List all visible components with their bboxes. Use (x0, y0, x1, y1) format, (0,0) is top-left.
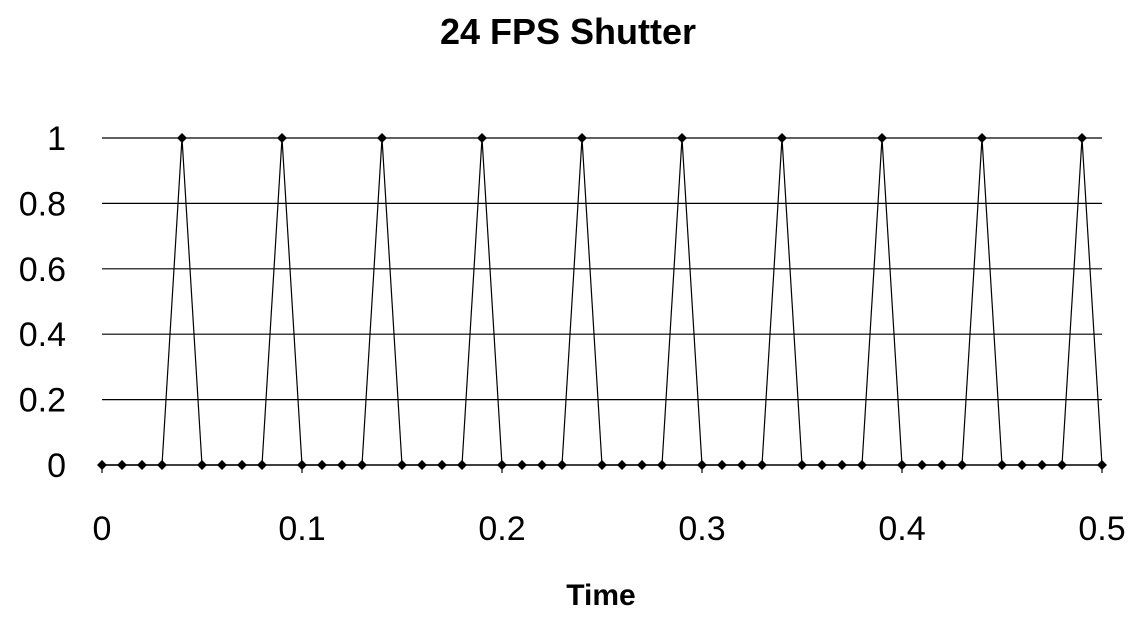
y-tick-label: 0 (47, 447, 66, 485)
x-tick-label: 0.4 (878, 510, 925, 548)
data-point (697, 460, 707, 470)
data-point (477, 133, 487, 143)
data-point (777, 133, 787, 143)
x-tick-label: 0.3 (678, 510, 725, 548)
data-point (217, 460, 227, 470)
x-tick-labels: 0 0.1 0.2 0.3 0.4 0.5 (93, 510, 1126, 548)
data-point (617, 460, 627, 470)
data-point (957, 460, 967, 470)
data-point (677, 133, 687, 143)
y-tick-label: 0.8 (19, 185, 66, 223)
data-point (1057, 460, 1067, 470)
data-point (117, 460, 127, 470)
data-point (257, 460, 267, 470)
data-point (197, 460, 207, 470)
chart-title: 24 FPS Shutter (440, 11, 696, 52)
data-point (597, 460, 607, 470)
data-point (637, 460, 647, 470)
data-point (497, 460, 507, 470)
data-point (997, 460, 1007, 470)
data-point (817, 460, 827, 470)
data-point (657, 460, 667, 470)
data-point (137, 460, 147, 470)
data-point (757, 460, 767, 470)
data-point (977, 133, 987, 143)
data-point (397, 460, 407, 470)
series-line-path (102, 137, 1103, 466)
data-point (237, 460, 247, 470)
data-point (717, 460, 727, 470)
data-point (277, 133, 287, 143)
data-points (97, 133, 1107, 470)
data-point (897, 460, 907, 470)
data-point (737, 460, 747, 470)
data-point (1077, 133, 1087, 143)
series-line (102, 137, 1103, 466)
data-point (537, 460, 547, 470)
x-tick-label: 0 (93, 510, 112, 548)
data-point (1017, 460, 1027, 470)
data-point (97, 460, 107, 470)
y-tick-labels: 0 0.2 0.4 0.6 0.8 1 (19, 120, 66, 485)
y-tick-label: 0.6 (19, 251, 66, 289)
data-point (157, 460, 167, 470)
data-point (557, 460, 567, 470)
data-point (1037, 460, 1047, 470)
x-axis-label: Time (566, 579, 635, 612)
data-point (437, 460, 447, 470)
data-point (877, 133, 887, 143)
y-tick-label: 0.2 (19, 382, 66, 420)
data-point (797, 460, 807, 470)
data-point (517, 460, 527, 470)
data-point (937, 460, 947, 470)
data-point (577, 133, 587, 143)
x-tick-label: 0.5 (1078, 510, 1125, 548)
y-tick-label: 0.4 (19, 316, 66, 354)
gridlines (102, 137, 1102, 401)
data-point (417, 460, 427, 470)
data-point (297, 460, 307, 470)
data-point (837, 460, 847, 470)
y-tick-label: 1 (47, 120, 66, 158)
data-point (177, 133, 187, 143)
data-point (357, 460, 367, 470)
data-point (337, 460, 347, 470)
data-point (317, 460, 327, 470)
data-point (1097, 460, 1107, 470)
data-point (917, 460, 927, 470)
x-tick-label: 0.1 (278, 510, 325, 548)
data-point (857, 460, 867, 470)
data-point (377, 133, 387, 143)
x-tick-label: 0.2 (478, 510, 525, 548)
data-point (457, 460, 467, 470)
